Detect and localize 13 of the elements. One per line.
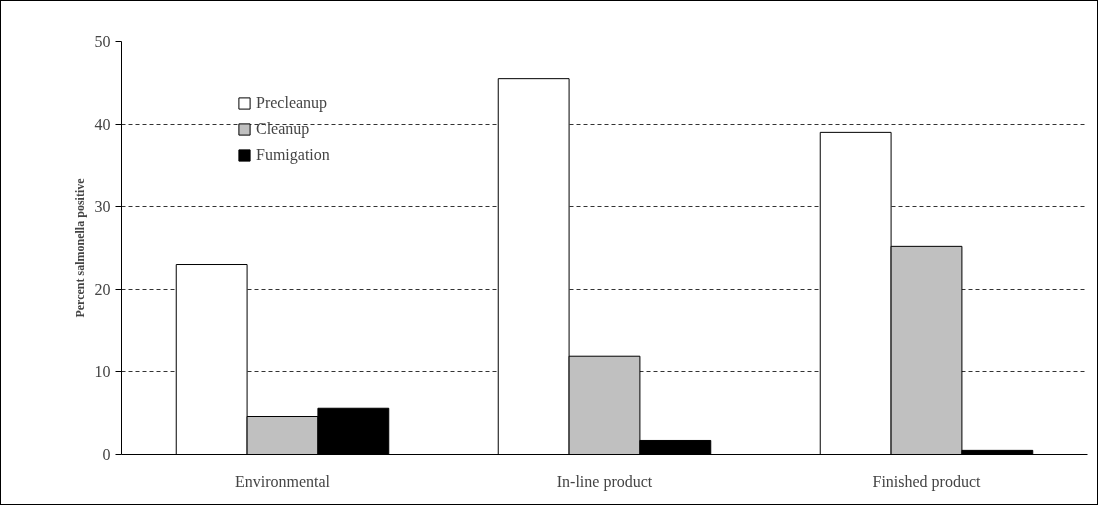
y-axis-title: Percent salmonella positive [72,177,87,318]
x-tick-label: Finished product [872,472,982,491]
y-tick-label: 50 [94,33,111,50]
x-tick-label: In-line product [556,472,653,491]
y-tick-label: 0 [102,446,111,463]
y-tick-label: 40 [94,115,111,133]
x-tick-label: Environmental [234,472,331,490]
y-tick-label: 10 [94,363,111,381]
y-tick-label: 20 [94,280,111,298]
y-tick-label: 30 [94,198,111,216]
legend-label: Precleanup [256,94,328,112]
legend-label: Cleanup [256,120,310,138]
legend-label: Fumigation [256,146,330,164]
